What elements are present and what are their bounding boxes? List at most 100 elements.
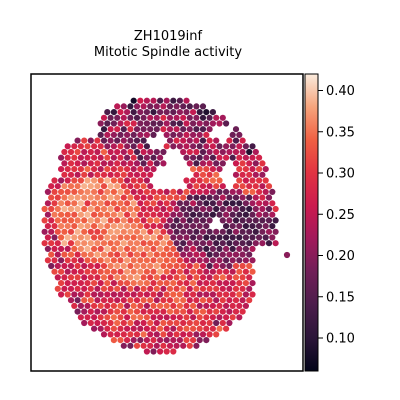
- data-spot: [150, 257, 157, 264]
- data-spot: [81, 160, 88, 167]
- data-spot: [259, 228, 266, 235]
- data-spot: [77, 280, 84, 287]
- colorbar-tick-label: 0.35: [326, 125, 355, 140]
- data-spot: [74, 137, 81, 144]
- data-spot: [114, 217, 121, 224]
- data-spot: [147, 297, 154, 304]
- data-spot: [170, 280, 177, 287]
- data-spot: [71, 188, 78, 195]
- data-spot: [163, 314, 170, 321]
- data-spot: [223, 223, 230, 230]
- data-spot: [117, 337, 124, 344]
- data-spot: [203, 109, 210, 116]
- data-spot: [246, 194, 253, 201]
- data-spot: [58, 166, 65, 173]
- data-spot: [176, 223, 183, 230]
- data-spot: [176, 314, 183, 321]
- data-spot: [54, 194, 61, 201]
- data-spot: [114, 137, 121, 144]
- data-spot: [173, 319, 180, 327]
- data-spot: [150, 302, 157, 309]
- data-spot: [64, 223, 71, 230]
- data-spot: [209, 109, 216, 116]
- data-spot: [150, 234, 157, 241]
- data-spot: [180, 308, 187, 315]
- data-spot: [124, 109, 131, 116]
- data-spot: [173, 262, 180, 270]
- data-spot: [127, 228, 134, 235]
- data-spot: [203, 280, 210, 287]
- data-spot: [209, 120, 216, 127]
- data-spot: [100, 114, 108, 121]
- data-spot: [242, 234, 249, 241]
- plot-area: [30, 73, 304, 372]
- data-spot: [124, 291, 131, 298]
- data-spot: [183, 268, 190, 275]
- data-spot: [81, 137, 88, 144]
- data-spot: [166, 308, 174, 315]
- data-spot: [91, 302, 98, 309]
- data-spot: [140, 262, 147, 270]
- data-spot: [137, 200, 144, 207]
- data-spot: [176, 257, 183, 264]
- data-spot: [147, 274, 154, 281]
- data-spot: [265, 205, 273, 213]
- data-spot: [94, 308, 101, 315]
- data-spot: [206, 194, 213, 201]
- data-spot: [242, 200, 249, 207]
- data-spot: [190, 314, 197, 321]
- data-spot: [246, 205, 253, 213]
- data-spot: [127, 331, 134, 338]
- data-spot: [64, 200, 71, 207]
- data-spot: [166, 137, 174, 144]
- data-spot: [100, 160, 108, 167]
- data-spot: [216, 245, 223, 252]
- data-spot: [61, 148, 68, 156]
- data-spot: [232, 274, 240, 281]
- data-spot: [127, 308, 134, 315]
- data-spot: [209, 325, 216, 332]
- data-spot: [209, 211, 216, 218]
- data-spot: [130, 302, 137, 309]
- data-spot: [91, 245, 98, 252]
- data-spot: [97, 257, 104, 264]
- data-spot: [100, 171, 108, 178]
- data-spot: [157, 97, 164, 104]
- data-spot: [137, 177, 144, 184]
- data-spot: [209, 280, 216, 287]
- data-spot: [110, 166, 117, 173]
- data-spot: [77, 143, 84, 150]
- data-spot: [190, 131, 197, 138]
- data-spot: [239, 251, 246, 258]
- data-spot: [117, 143, 124, 150]
- data-spot: [117, 245, 124, 252]
- data-spot: [249, 166, 256, 173]
- data-spot: [137, 120, 144, 127]
- data-spot: [213, 228, 220, 235]
- colorbar-tick-label: 0.15: [326, 290, 355, 305]
- data-spot: [130, 268, 137, 275]
- data-spot: [97, 325, 104, 332]
- data-spot: [242, 177, 249, 184]
- data-spot: [229, 188, 236, 195]
- data-spot: [127, 137, 134, 144]
- data-spot: [117, 268, 124, 275]
- data-spot: [71, 280, 78, 287]
- data-spot: [77, 211, 84, 218]
- data-spot: [196, 177, 203, 184]
- data-spot: [127, 126, 134, 133]
- data-spot: [150, 314, 157, 321]
- data-spot: [137, 268, 144, 275]
- data-spot: [163, 302, 170, 309]
- data-spot: [143, 120, 150, 127]
- data-spot: [104, 200, 111, 207]
- data-spot: [160, 160, 167, 167]
- data-spot: [170, 348, 177, 355]
- data-spot: [229, 211, 236, 218]
- data-spot: [203, 257, 210, 264]
- data-spot: [186, 205, 193, 213]
- data-spot: [193, 171, 200, 178]
- data-spot: [58, 177, 65, 184]
- data-spot: [203, 337, 210, 344]
- data-spot: [265, 194, 273, 201]
